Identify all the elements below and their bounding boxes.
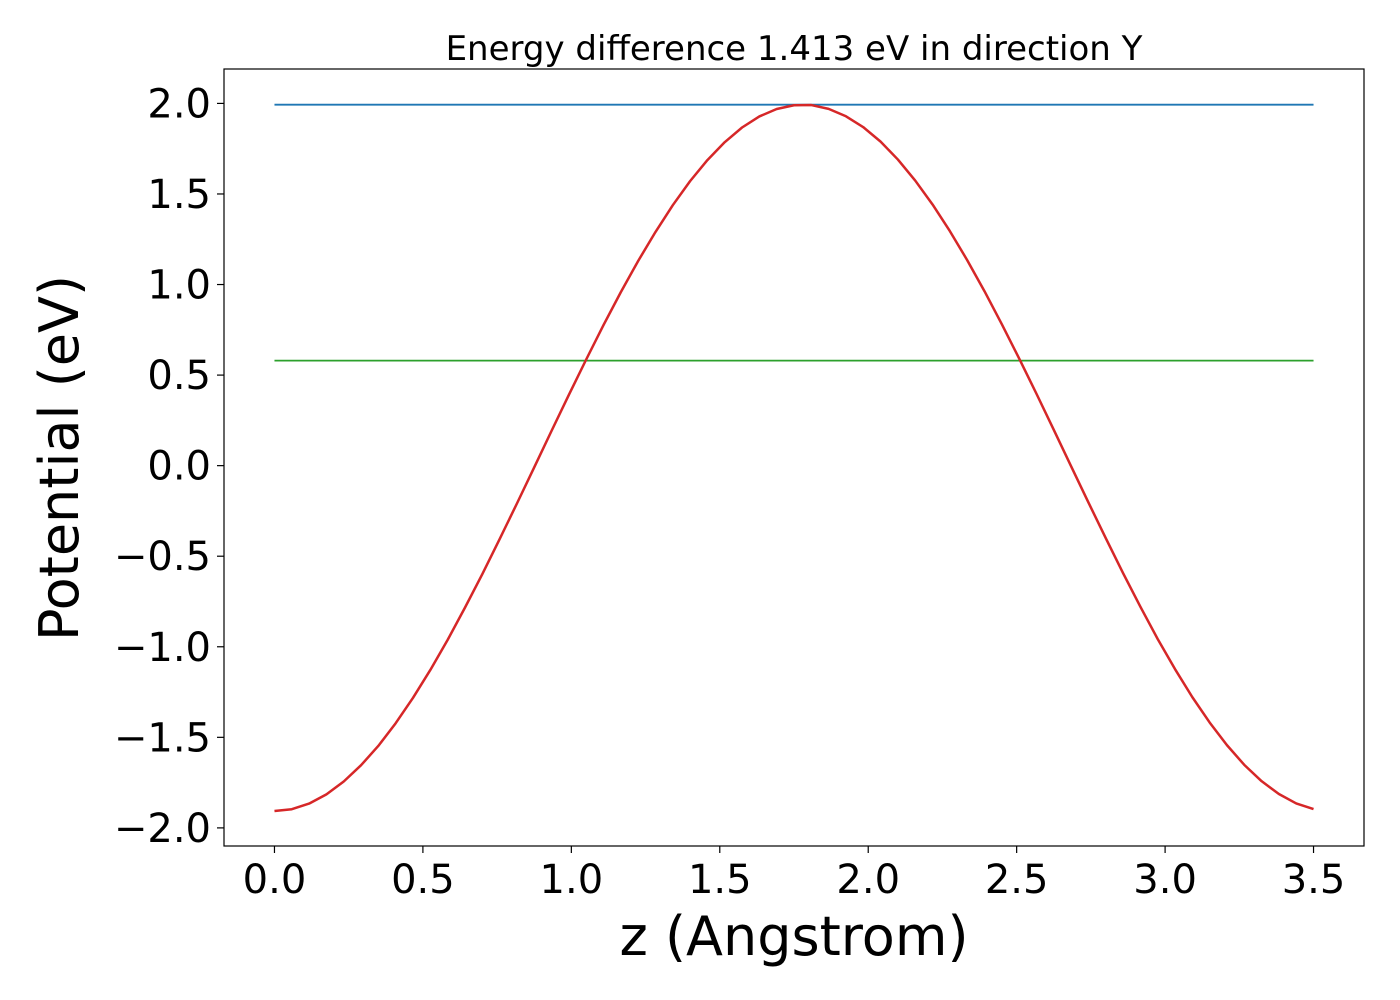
y-tick-label: −0.5	[114, 534, 211, 580]
x-axis-ticks: 0.0 0.5 1.0 1.5 2.0 2.5 3.0 3.5	[243, 846, 1346, 903]
y-tick-label: 1.5	[147, 172, 211, 218]
x-tick-label: 3.5	[1282, 857, 1346, 903]
potential-curve	[274, 103, 1314, 813]
x-tick-label: 0.5	[391, 857, 455, 903]
y-tick-label: 0.5	[147, 353, 211, 399]
y-tick-label: 0.0	[147, 444, 211, 490]
plot-area	[274, 103, 1314, 813]
y-tick-label: −1.5	[114, 715, 211, 761]
y-tick-label: −2.0	[114, 806, 211, 852]
plot-frame	[223, 68, 1365, 847]
y-tick-label: 2.0	[147, 81, 211, 127]
y-axis-ticks: −2.0 −1.5 −1.0 −0.5 0.0 0.5 1.0 1.5 2.0	[114, 81, 224, 852]
x-tick-label: 0.0	[243, 857, 307, 903]
y-axis-label: Potential (eV)	[28, 275, 91, 641]
x-tick-label: 1.5	[688, 857, 752, 903]
x-tick-label: 2.5	[985, 857, 1049, 903]
x-tick-label: 2.0	[836, 857, 900, 903]
x-axis-label: z (Angstrom)	[619, 905, 968, 968]
chart-title: Energy difference 1.413 eV in direction …	[446, 29, 1143, 69]
y-tick-label: −1.0	[114, 625, 211, 671]
x-tick-label: 1.0	[540, 857, 604, 903]
y-tick-label: 1.0	[147, 263, 211, 309]
x-tick-label: 3.0	[1133, 857, 1197, 903]
